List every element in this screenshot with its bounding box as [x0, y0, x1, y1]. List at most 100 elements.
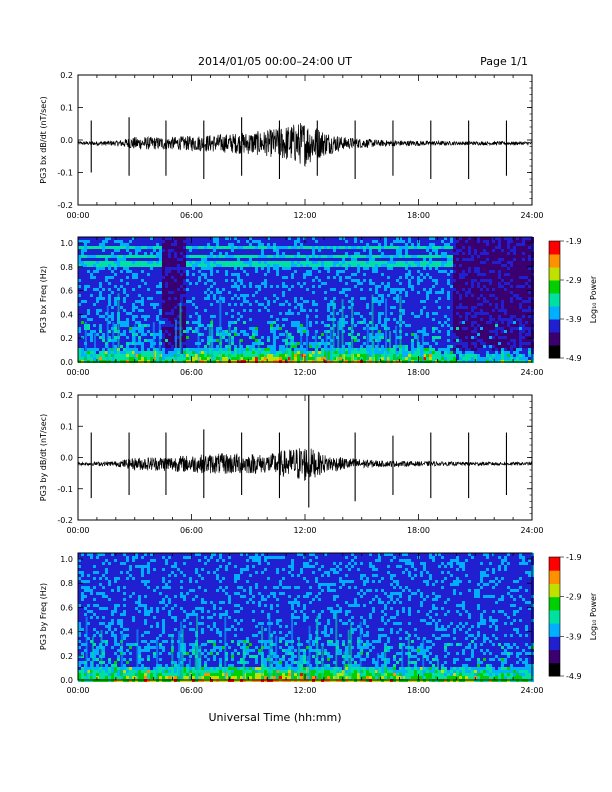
spectrogram-cell: [381, 336, 384, 339]
spectrogram-cell: [255, 309, 258, 312]
spectrogram-cell: [162, 240, 165, 243]
spectrogram-cell: [213, 345, 216, 348]
spectrogram-cell: [342, 282, 345, 285]
spectrogram-cell: [225, 342, 228, 345]
spectrogram-cell: [420, 318, 423, 321]
spectrogram-cell: [150, 243, 153, 246]
spectrogram-cell: [282, 240, 285, 243]
spectrogram-cell: [261, 342, 264, 345]
spectrogram-cell: [261, 354, 264, 357]
spectrogram-cell: [369, 342, 372, 345]
spectrogram-cell: [186, 258, 189, 261]
spectrogram-cell: [102, 330, 105, 333]
spectrogram-cell: [276, 294, 279, 297]
spectrogram-cell: [201, 294, 204, 297]
spectrogram-cell: [138, 300, 141, 303]
spectrogram-cell: [126, 237, 129, 240]
spectrogram-cell: [333, 348, 336, 351]
spectrogram-cell: [255, 354, 258, 357]
spectrogram-cell: [411, 312, 414, 315]
spectrogram-cell: [93, 315, 96, 318]
spectrogram-cell: [297, 249, 300, 252]
spectrogram-cell: [108, 270, 111, 273]
spectrogram-cell: [252, 291, 255, 294]
spectrogram-cell: [363, 300, 366, 303]
spectrogram-cell: [387, 309, 390, 312]
spectrogram-cell: [162, 333, 165, 336]
spectrogram-cell: [396, 264, 399, 267]
spectrogram-cell: [195, 354, 198, 357]
spectrogram-cell: [288, 303, 291, 306]
spectrogram-cell: [333, 276, 336, 279]
spectrogram-cell: [345, 255, 348, 258]
spectrogram-cell: [267, 246, 270, 249]
spectrogram-cell: [411, 282, 414, 285]
spectrogram-cell: [201, 357, 204, 360]
spectrogram-cell: [174, 297, 177, 300]
spectrogram-cell: [417, 297, 420, 300]
spectrogram-cell: [264, 276, 267, 279]
spectrogram-cell: [111, 309, 114, 312]
spectrogram-cell: [114, 288, 117, 291]
spectrogram-cell: [132, 246, 135, 249]
spectrogram-cell: [192, 351, 195, 354]
spectrogram-cell: [129, 240, 132, 243]
spectrogram-cell: [210, 237, 213, 240]
spectrogram-cell: [78, 312, 81, 315]
spectrogram-cell: [306, 282, 309, 285]
spectrogram-cell: [402, 297, 405, 300]
spectrogram-cell: [276, 345, 279, 348]
spectrogram-cell: [324, 315, 327, 318]
spectrogram-cell: [120, 270, 123, 273]
spectrogram-cell: [165, 282, 168, 285]
spectrogram-cell: [102, 324, 105, 327]
spectrogram-cell: [246, 258, 249, 261]
spectrogram-cell: [78, 336, 81, 339]
spectrogram-cell: [237, 282, 240, 285]
spectrogram-cell: [423, 354, 426, 357]
spectrogram-cell: [252, 258, 255, 261]
spectrogram-cell: [423, 264, 426, 267]
spectrogram-cell: [255, 273, 258, 276]
spectrogram-cell: [93, 324, 96, 327]
spectrogram-cell: [348, 264, 351, 267]
spectrogram-cell: [396, 348, 399, 351]
spectrogram-cell: [102, 249, 105, 252]
spectrogram-cell: [330, 255, 333, 258]
spectrogram-cell: [336, 282, 339, 285]
spectrogram-cell: [189, 282, 192, 285]
spectrogram-cell: [300, 297, 303, 300]
spectrogram-cell: [408, 237, 411, 240]
spectrogram-cell: [141, 264, 144, 267]
spectrogram-cell: [186, 348, 189, 351]
spectrogram-cell: [258, 336, 261, 339]
spectrogram-cell: [330, 276, 333, 279]
spectrogram-cell: [273, 267, 276, 270]
spectrogram-cell: [258, 300, 261, 303]
spectrogram-cell: [264, 291, 267, 294]
spectrogram-cell: [285, 255, 288, 258]
spectrogram-cell: [216, 279, 219, 282]
spectrogram-cell: [324, 279, 327, 282]
spectrogram-cell: [87, 255, 90, 258]
spectrogram-cell: [90, 327, 93, 330]
spectrogram-cell: [252, 306, 255, 309]
spectrogram-cell: [129, 333, 132, 336]
spectrogram-cell: [318, 336, 321, 339]
spectrogram-cell: [411, 237, 414, 240]
spectrogram-cell: [327, 354, 330, 357]
spectrogram-cell: [276, 354, 279, 357]
spectrogram-cell: [246, 339, 249, 342]
spectrogram-cell: [288, 348, 291, 351]
spectrogram-cell: [114, 297, 117, 300]
spectrogram-cell: [201, 339, 204, 342]
spectrogram-cell: [120, 294, 123, 297]
spectrogram-cell: [390, 285, 393, 288]
spectrogram-cell: [411, 321, 414, 324]
spectrogram-cell: [378, 258, 381, 261]
spectrogram-cell: [303, 300, 306, 303]
spectrogram-cell: [378, 348, 381, 351]
spectrogram-cell: [96, 246, 99, 249]
spectrogram-cell: [312, 240, 315, 243]
spectrogram-cell: [300, 240, 303, 243]
